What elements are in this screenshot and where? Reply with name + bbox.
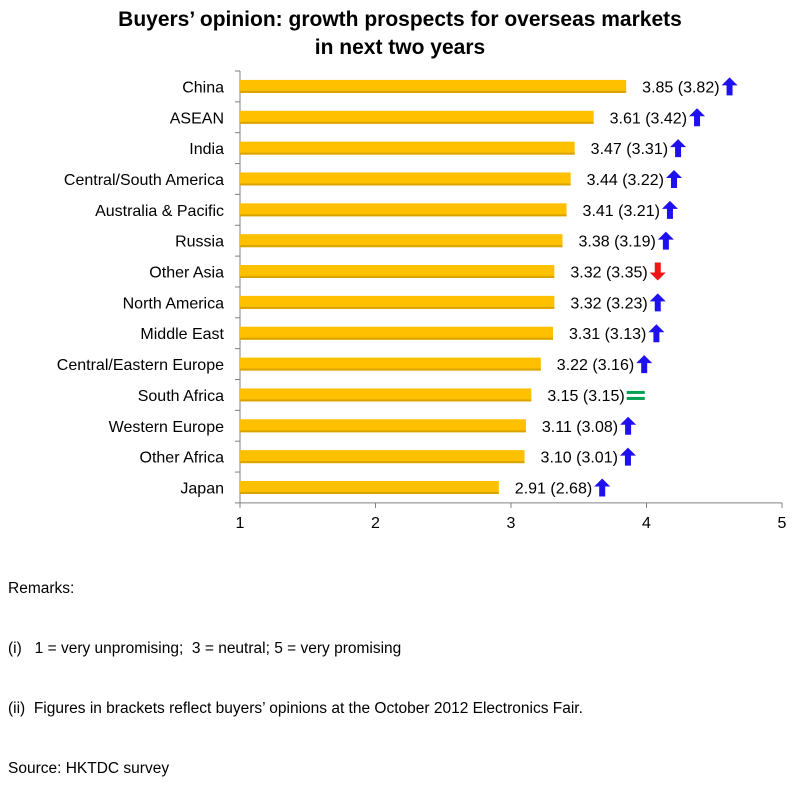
bar-shadow [240, 90, 627, 93]
bar-shadow [240, 461, 525, 464]
equal-sign-icon [626, 390, 645, 394]
bar [240, 419, 526, 433]
bar-shadow [240, 245, 563, 248]
bar-shadow [240, 306, 555, 309]
category-label: South Africa [138, 388, 224, 405]
up-arrow-icon [657, 231, 674, 250]
category-label: Other Africa [140, 450, 225, 467]
category-label: Middle East [140, 326, 224, 343]
bar-shadow [240, 121, 594, 124]
bar [240, 480, 499, 494]
bar [240, 265, 555, 279]
down-arrow-icon [649, 262, 666, 281]
bar [240, 172, 571, 186]
up-arrow-icon [594, 478, 611, 497]
value-label: 3.32 (3.23) [570, 295, 647, 312]
remarks-brackets-note: (ii) Figures in brackets reflect buyers’… [8, 700, 583, 717]
value-label: 3.22 (3.16) [557, 357, 634, 374]
category-label: ASEAN [170, 110, 224, 127]
bar [240, 141, 575, 155]
x-tick-label: 5 [778, 515, 787, 532]
up-arrow-icon [661, 200, 678, 219]
bar-shadow [240, 276, 555, 279]
category-label: India [189, 141, 224, 158]
category-label: Australia & Pacific [95, 203, 224, 220]
bar [240, 203, 567, 217]
category-label: Central/Eastern Europe [57, 357, 224, 374]
bar-shadow [240, 214, 567, 217]
up-arrow-icon [721, 77, 738, 96]
bar-shadow [240, 491, 499, 494]
bar [240, 79, 627, 93]
remarks-heading: Remarks: [8, 580, 75, 597]
up-arrow-icon [648, 324, 665, 343]
remarks-block: Remarks: (i) 1 = very unpromising; 3 = n… [8, 539, 583, 799]
up-arrow-icon [619, 447, 636, 466]
value-label: 3.85 (3.82) [642, 79, 719, 96]
remarks-scale-note: (i) 1 = very unpromising; 3 = neutral; 5… [8, 640, 402, 657]
chart-title-line-2: in next two years [314, 36, 486, 59]
value-label: 3.15 (3.15) [547, 388, 624, 405]
value-label: 3.38 (3.19) [578, 234, 655, 251]
bar [240, 450, 525, 464]
value-label: 2.91 (2.68) [515, 480, 592, 497]
value-label: 3.11 (3.08) [542, 419, 618, 436]
bar [240, 357, 541, 371]
chart-title-line-1: Buyers’ opinion: growth prospects for ov… [118, 8, 682, 31]
x-tick-label: 2 [371, 515, 380, 532]
bar [240, 295, 555, 309]
bar-shadow [240, 337, 554, 340]
value-label: 3.61 (3.42) [610, 110, 687, 127]
up-arrow-icon [620, 416, 637, 435]
value-label: 3.41 (3.21) [583, 203, 660, 220]
value-label: 3.10 (3.01) [541, 450, 618, 467]
category-label: Russia [175, 234, 224, 251]
bar [240, 388, 532, 402]
bar-shadow [240, 183, 571, 186]
up-arrow-icon [670, 139, 687, 158]
value-label: 3.32 (3.35) [570, 265, 647, 282]
category-label: North America [123, 295, 224, 312]
bar [240, 326, 554, 340]
bar-shadow [240, 368, 541, 371]
bar-chart: 1 2 3 4 5 China 3.85 (3.82) ASEAN 3.61 (3.42) Ind… [57, 70, 787, 532]
x-tick-label: 4 [642, 515, 651, 532]
category-label: Other Asia [149, 265, 224, 282]
category-label: China [182, 79, 224, 96]
category-label: Central/South America [64, 172, 224, 189]
equal-sign-icon [626, 396, 645, 400]
value-label: 3.47 (3.31) [591, 141, 668, 158]
x-tick-label: 1 [236, 515, 245, 532]
bar-shadow [240, 152, 575, 155]
value-label: 3.31 (3.13) [569, 326, 646, 343]
up-arrow-icon [636, 355, 653, 374]
category-label: Japan [180, 480, 224, 497]
category-label: Western Europe [109, 419, 224, 436]
up-arrow-icon [666, 169, 683, 188]
up-arrow-icon [649, 293, 666, 312]
value-label: 3.44 (3.22) [587, 172, 664, 189]
bar [240, 110, 594, 124]
x-tick-label: 3 [507, 515, 516, 532]
bar-shadow [240, 399, 532, 402]
source-note: Source: HKTDC survey [8, 760, 170, 777]
up-arrow-icon [689, 108, 706, 127]
bar [240, 234, 563, 248]
bar-shadow [240, 430, 526, 433]
